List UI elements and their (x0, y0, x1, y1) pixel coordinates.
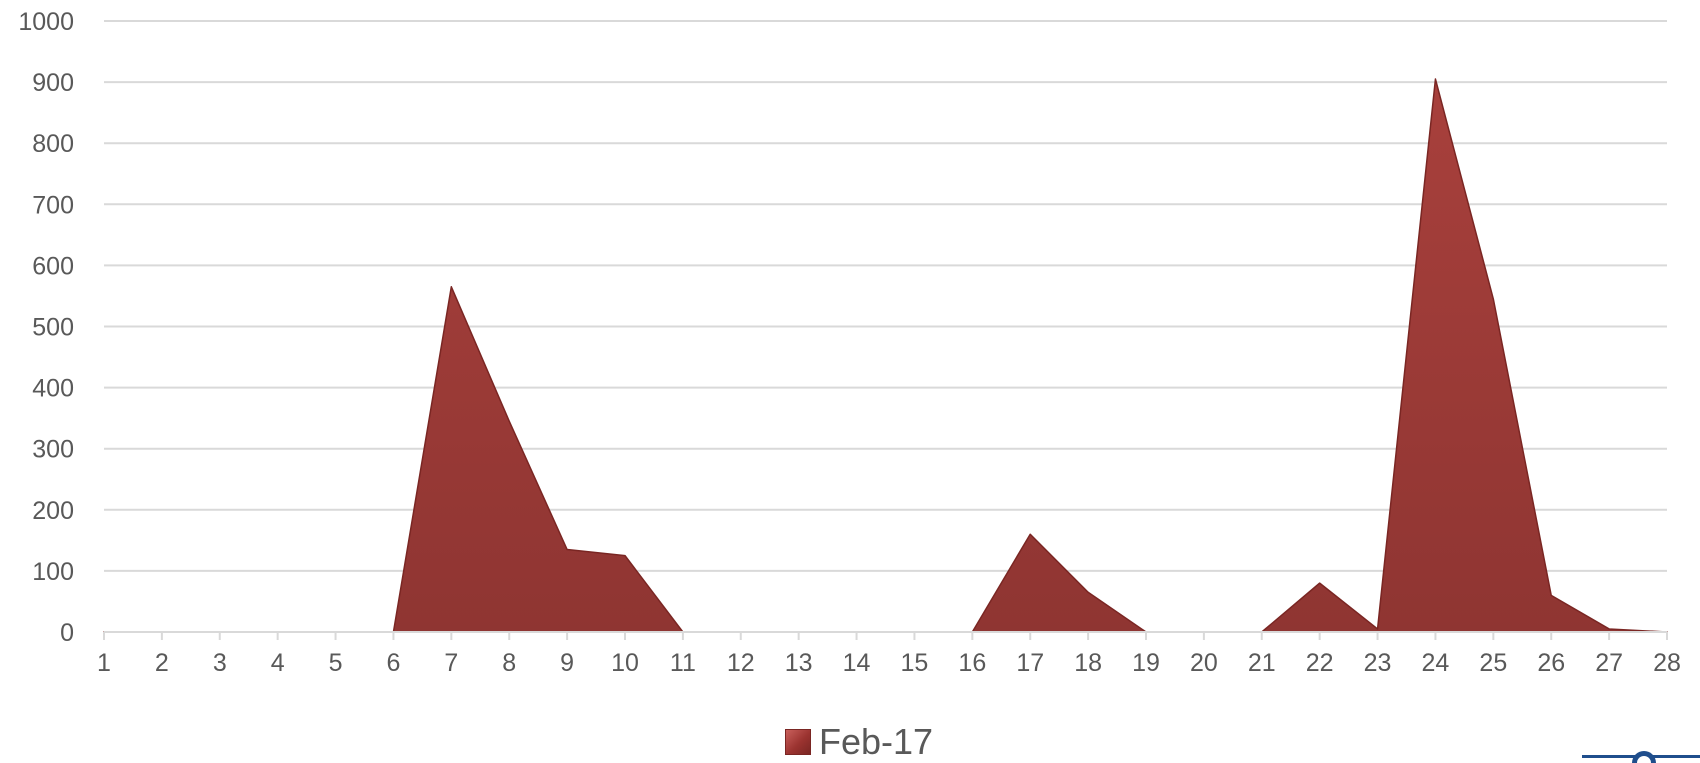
seal-logo-icon (1582, 751, 1700, 763)
x-tick-label: 12 (727, 649, 755, 677)
x-axis-tick-labels: 1 2 3 4 5 6 7 8 9 10 11 12 13 14 15 16 17 18 19 20 21 22 23 24 2… (97, 649, 1681, 677)
x-tick-label: 25 (1479, 649, 1507, 677)
x-tick-label: 18 (1074, 649, 1102, 677)
x-tick-label: 26 (1537, 649, 1565, 677)
y-tick-label: 800 (32, 130, 74, 158)
series-area-path (103, 78, 1668, 633)
x-tick-label: 8 (502, 649, 516, 677)
x-tick-label: 28 (1653, 649, 1681, 677)
x-tick-label: 2 (155, 649, 169, 677)
x-axis (103, 631, 1668, 640)
x-tick-label: 17 (1016, 649, 1044, 677)
y-tick-label: 500 (32, 314, 74, 342)
x-tick-label: 9 (560, 649, 574, 677)
x-tick-label: 22 (1306, 649, 1334, 677)
gridlines (104, 20, 1667, 572)
x-tick-label: 5 (329, 649, 343, 677)
series-area (103, 78, 1668, 633)
x-tick-label: 20 (1190, 649, 1218, 677)
x-tick-label: 10 (611, 649, 639, 677)
x-tick-label: 4 (271, 649, 285, 677)
x-tick-label: 27 (1595, 649, 1623, 677)
x-tick-label: 16 (958, 649, 986, 677)
legend-swatch-icon (785, 729, 811, 755)
x-tick-label: 11 (670, 649, 696, 677)
x-tick-label: 21 (1248, 649, 1276, 677)
x-tick-label: 3 (213, 649, 227, 677)
y-tick-label: 900 (32, 69, 74, 97)
legend: Feb-17 (785, 724, 933, 760)
x-tick-label: 23 (1364, 649, 1392, 677)
y-tick-label: 200 (32, 497, 74, 525)
y-axis-tick-labels: 0 100 200 300 400 500 600 700 800 900 1000 (18, 8, 74, 647)
x-tick-label: 24 (1422, 649, 1450, 677)
y-tick-label: 100 (32, 558, 74, 586)
y-tick-label: 400 (32, 375, 74, 403)
y-tick-label: 1000 (18, 8, 74, 36)
y-tick-label: 600 (32, 252, 74, 280)
x-tick-label: 19 (1132, 649, 1160, 677)
y-tick-label: 0 (60, 619, 74, 647)
x-tick-label: 14 (843, 649, 871, 677)
x-tick-label: 15 (901, 649, 929, 677)
legend-label: Feb-17 (819, 721, 934, 762)
x-tick-label: 7 (444, 649, 458, 677)
y-tick-label: 700 (32, 191, 74, 219)
x-tick-label: 1 (97, 649, 111, 677)
x-tick-label: 6 (386, 649, 400, 677)
y-tick-label: 300 (32, 436, 74, 464)
x-tick-label: 13 (785, 649, 813, 677)
